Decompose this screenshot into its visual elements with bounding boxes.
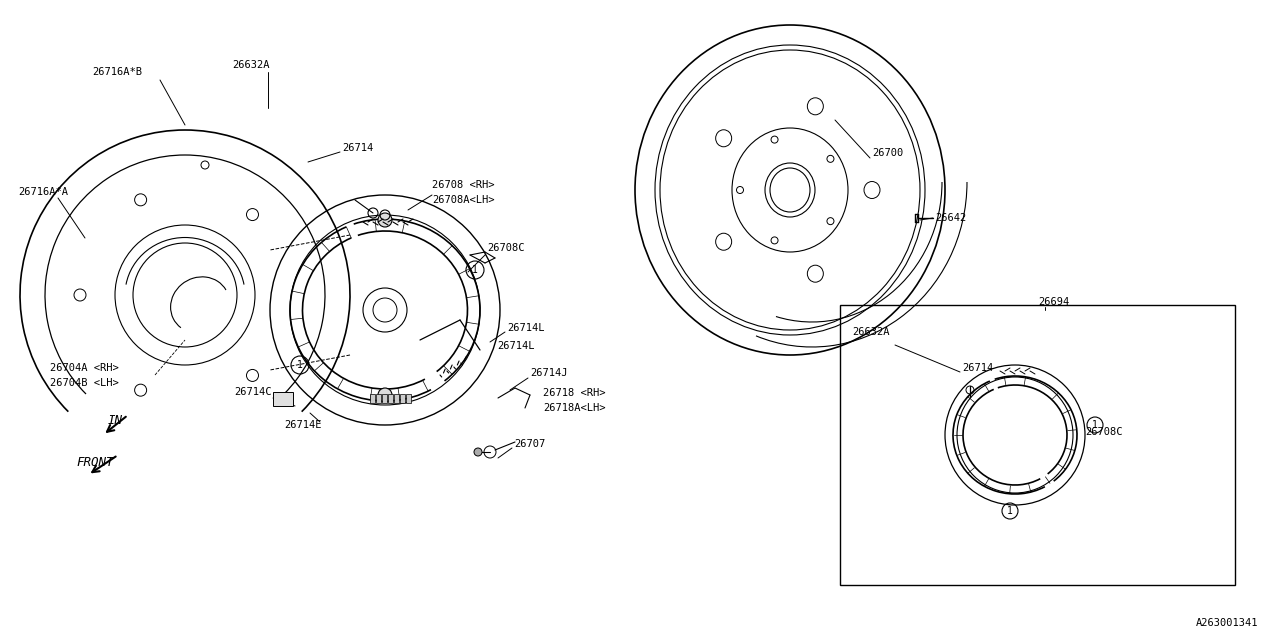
Text: 26714J: 26714J	[530, 368, 567, 378]
Text: 26694: 26694	[1038, 297, 1069, 307]
Text: 26716A*B: 26716A*B	[92, 67, 142, 77]
Text: 26718 <RH>: 26718 <RH>	[543, 388, 605, 398]
Bar	[370, 394, 375, 403]
Text: 26708 <RH>: 26708 <RH>	[433, 180, 494, 190]
Circle shape	[474, 448, 483, 456]
Text: 26714: 26714	[963, 363, 993, 373]
Text: 1: 1	[472, 265, 477, 275]
Text: 26704B <LH>: 26704B <LH>	[50, 378, 119, 388]
Bar	[273, 392, 293, 406]
Text: 26708C: 26708C	[1085, 427, 1123, 437]
Bar	[406, 394, 411, 403]
Text: 26632A: 26632A	[852, 327, 890, 337]
Text: 26714L: 26714L	[497, 341, 535, 351]
Bar	[388, 394, 393, 403]
Text: 1: 1	[297, 360, 303, 370]
Circle shape	[378, 213, 392, 227]
Bar	[381, 394, 387, 403]
Bar	[376, 394, 381, 403]
Circle shape	[378, 388, 392, 402]
Text: IN: IN	[108, 413, 123, 426]
Text: 26718A<LH>: 26718A<LH>	[543, 403, 605, 413]
Bar	[394, 394, 399, 403]
Text: 26714C: 26714C	[234, 387, 271, 397]
Text: 26716A*A: 26716A*A	[18, 187, 68, 197]
Text: 26708A<LH>: 26708A<LH>	[433, 195, 494, 205]
Text: 1: 1	[1007, 506, 1012, 516]
Text: 26707: 26707	[515, 439, 545, 449]
Bar	[840, 305, 1235, 585]
Text: A263001341: A263001341	[1196, 618, 1258, 628]
Text: 1: 1	[1092, 420, 1098, 430]
Text: 26714: 26714	[342, 143, 374, 153]
Text: 26708C: 26708C	[486, 243, 525, 253]
Text: 26632A: 26632A	[232, 60, 270, 70]
Text: 26704A <RH>: 26704A <RH>	[50, 363, 119, 373]
Text: FRONT: FRONT	[77, 456, 114, 468]
Text: 26714E: 26714E	[284, 420, 321, 430]
Text: 26714L: 26714L	[507, 323, 544, 333]
Text: 26700: 26700	[872, 148, 904, 158]
Text: 26642: 26642	[934, 213, 966, 223]
Bar	[399, 394, 404, 403]
